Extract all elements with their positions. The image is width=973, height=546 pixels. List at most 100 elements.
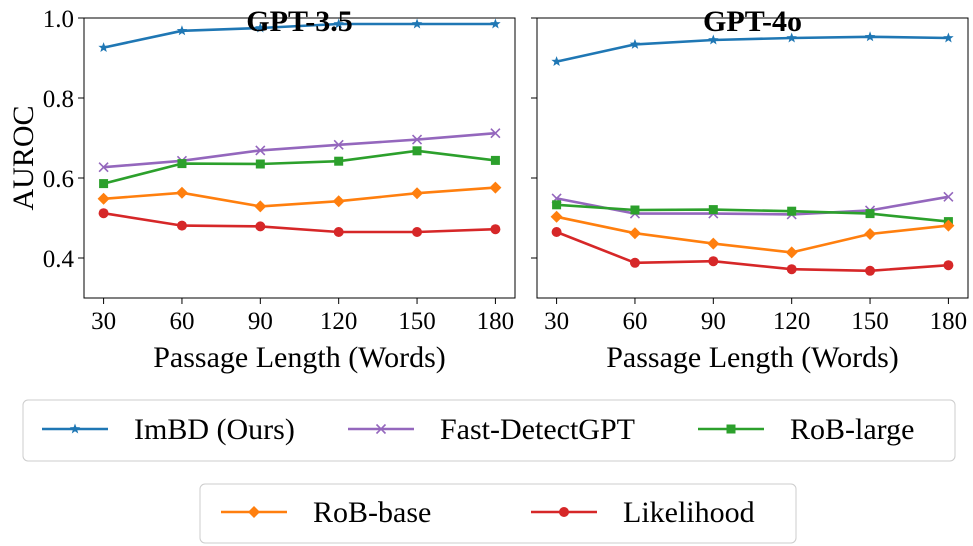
- legend-label: RoB-large: [790, 413, 914, 446]
- data-point: [333, 227, 344, 237]
- data-point: [176, 220, 187, 231]
- data-point: [865, 209, 875, 219]
- series-fast-detectgpt: [98, 128, 501, 173]
- x-tick-label: 30: [91, 308, 116, 335]
- data-point: [255, 22, 266, 33]
- x-tick-label: 120: [773, 308, 811, 335]
- data-point: [785, 246, 798, 259]
- data-point: [175, 186, 188, 199]
- chart-title: GPT-4o: [703, 5, 802, 38]
- series-likelihood: [98, 208, 501, 237]
- legend-label: ImBD (Ours): [134, 413, 295, 446]
- y-tick-label: 0.8: [43, 86, 74, 113]
- data-point: [708, 256, 719, 267]
- x-tick-label: 60: [169, 308, 194, 335]
- data-point: [255, 159, 265, 169]
- data-point: [942, 219, 955, 232]
- series-line: [103, 186, 496, 208]
- x-tick-label: 90: [248, 308, 273, 335]
- legend-row1: ImBD (Ours) Fast-DetectGPT RoB-large: [22, 399, 956, 462]
- x-tick-label: 120: [320, 308, 358, 335]
- chart-panel-2: 30 60 90 120 150 180 GPT-4o Passage Length (Wor…: [531, 5, 969, 374]
- data-point: [255, 145, 266, 156]
- series-imbd-ours: [98, 18, 501, 53]
- series-line: [556, 195, 949, 216]
- x-tick-label: 150: [851, 308, 889, 335]
- series-imbd-ours: [551, 31, 954, 67]
- series-line: [103, 22, 496, 49]
- data-point: [332, 195, 345, 208]
- data-point: [864, 31, 876, 42]
- data-point: [551, 227, 562, 237]
- data-point: [98, 162, 109, 173]
- data-point: [787, 206, 797, 216]
- data-point: [334, 156, 344, 166]
- legend-box: [22, 399, 956, 462]
- data-point: [490, 128, 501, 139]
- data-point: [628, 227, 641, 240]
- data-point: [551, 56, 562, 67]
- legend-item: Fast-DetectGPT: [348, 413, 635, 446]
- legend-label: RoB-base: [313, 496, 431, 529]
- data-point: [550, 210, 563, 223]
- legend-marker: [375, 423, 387, 435]
- data-point: [630, 205, 640, 215]
- x-tick-label: 180: [477, 308, 515, 335]
- legend-row2: RoB-base Likelihood: [199, 483, 797, 544]
- legend-item: Likelihood: [531, 496, 755, 529]
- x-tick-label: 150: [398, 308, 436, 335]
- data-point: [490, 155, 500, 165]
- data-point: [786, 32, 797, 43]
- x-tick-label: 60: [622, 308, 647, 335]
- data-point: [490, 18, 501, 29]
- data-point: [412, 146, 422, 156]
- data-point: [629, 38, 641, 49]
- plot-frame: [83, 17, 516, 299]
- series-line: [556, 215, 949, 254]
- series-line: [556, 203, 949, 223]
- data-point: [708, 205, 718, 215]
- data-point: [411, 134, 423, 145]
- data-point: [99, 179, 109, 189]
- series-line: [103, 131, 496, 169]
- series-rob-large: [99, 146, 500, 189]
- x-axis-label: Passage Length (Words): [606, 341, 899, 374]
- legend-item: RoB-base: [221, 496, 431, 529]
- series-rob-base: [550, 210, 955, 259]
- legend-marker: [726, 424, 736, 434]
- y-tick-label: 0.6: [43, 166, 74, 193]
- legend-label: Likelihood: [623, 496, 755, 529]
- data-point: [254, 200, 267, 213]
- chart-panels: 30 60 90 120 150 180 0.4 0.6 0.8 1.0 GPT-3.5 Passag…: [7, 5, 969, 374]
- plot-frame: [536, 17, 969, 299]
- x-tick-label: 90: [701, 308, 726, 335]
- legend: ImBD (Ours) Fast-DetectGPT RoB-large RoB-ba…: [22, 399, 956, 544]
- data-point: [411, 18, 423, 29]
- data-point: [98, 208, 109, 219]
- legend-marker: [69, 423, 81, 434]
- x-tick-label: 30: [544, 308, 569, 335]
- legend-item: ImBD (Ours): [42, 413, 295, 446]
- data-point: [943, 32, 954, 43]
- data-point: [707, 237, 720, 250]
- data-point: [943, 191, 954, 202]
- x-tick-label: 180: [930, 308, 968, 335]
- y-tick-label: 0.4: [43, 246, 75, 273]
- y-tick-label: 1.0: [43, 6, 74, 33]
- data-point: [333, 139, 344, 150]
- data-point: [943, 260, 954, 271]
- series-line: [556, 230, 949, 273]
- data-point: [97, 192, 110, 205]
- y-axis-label: AUROC: [7, 105, 40, 210]
- chart-title: GPT-3.5: [246, 5, 352, 38]
- data-point: [865, 265, 876, 276]
- legend-box: [199, 483, 797, 544]
- data-point: [333, 18, 344, 29]
- chart-panel-1: 30 60 90 120 150 180 0.4 0.6 0.8 1.0 GPT-3.5 Passag…: [7, 5, 516, 374]
- series-rob-base: [97, 181, 502, 213]
- x-axis-label: Passage Length (Words): [153, 341, 446, 374]
- data-point: [411, 187, 424, 200]
- data-point: [708, 34, 719, 45]
- data-point: [176, 25, 188, 36]
